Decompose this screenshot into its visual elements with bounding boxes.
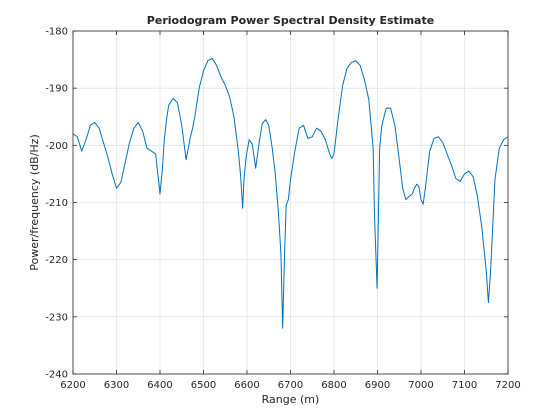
chart-title: Periodogram Power Spectral Density Estim… [147,14,434,27]
y-tick-labels: -240 -230 -220 -210 -200 -190 -180 [45,27,68,381]
x-tick-labels: 6200 6300 6400 6500 6600 6700 6800 6900 7000 7100… [60,380,520,391]
y-tick-label: -180 [45,27,68,38]
x-tick-label: 6400 [147,380,172,391]
y-tick-label: -200 [45,141,68,152]
x-tick-label: 6700 [278,380,303,391]
y-tick-label: -220 [45,255,68,266]
tick-marks [72,30,509,375]
x-axis-label: Range (m) [262,393,320,406]
y-tick-label: -190 [45,84,68,95]
x-tick-label: 6600 [234,380,259,391]
x-tick-label: 6200 [60,380,85,391]
x-tick-label: 6300 [104,380,129,391]
series-layer [72,57,509,329]
y-tick-label: -240 [45,370,68,381]
x-tick-label: 6800 [321,380,346,391]
x-tick-label: 7100 [452,380,477,391]
psd-series-line [72,57,509,329]
y-axis-label: Power/frequency (dB/Hz) [28,134,41,271]
y-tick-label: -210 [45,198,68,209]
x-tick-label: 7200 [495,380,520,391]
x-tick-label: 7000 [408,380,433,391]
y-tick-label: -230 [45,312,68,323]
x-tick-label: 6500 [191,380,216,391]
x-tick-label: 6900 [365,380,390,391]
